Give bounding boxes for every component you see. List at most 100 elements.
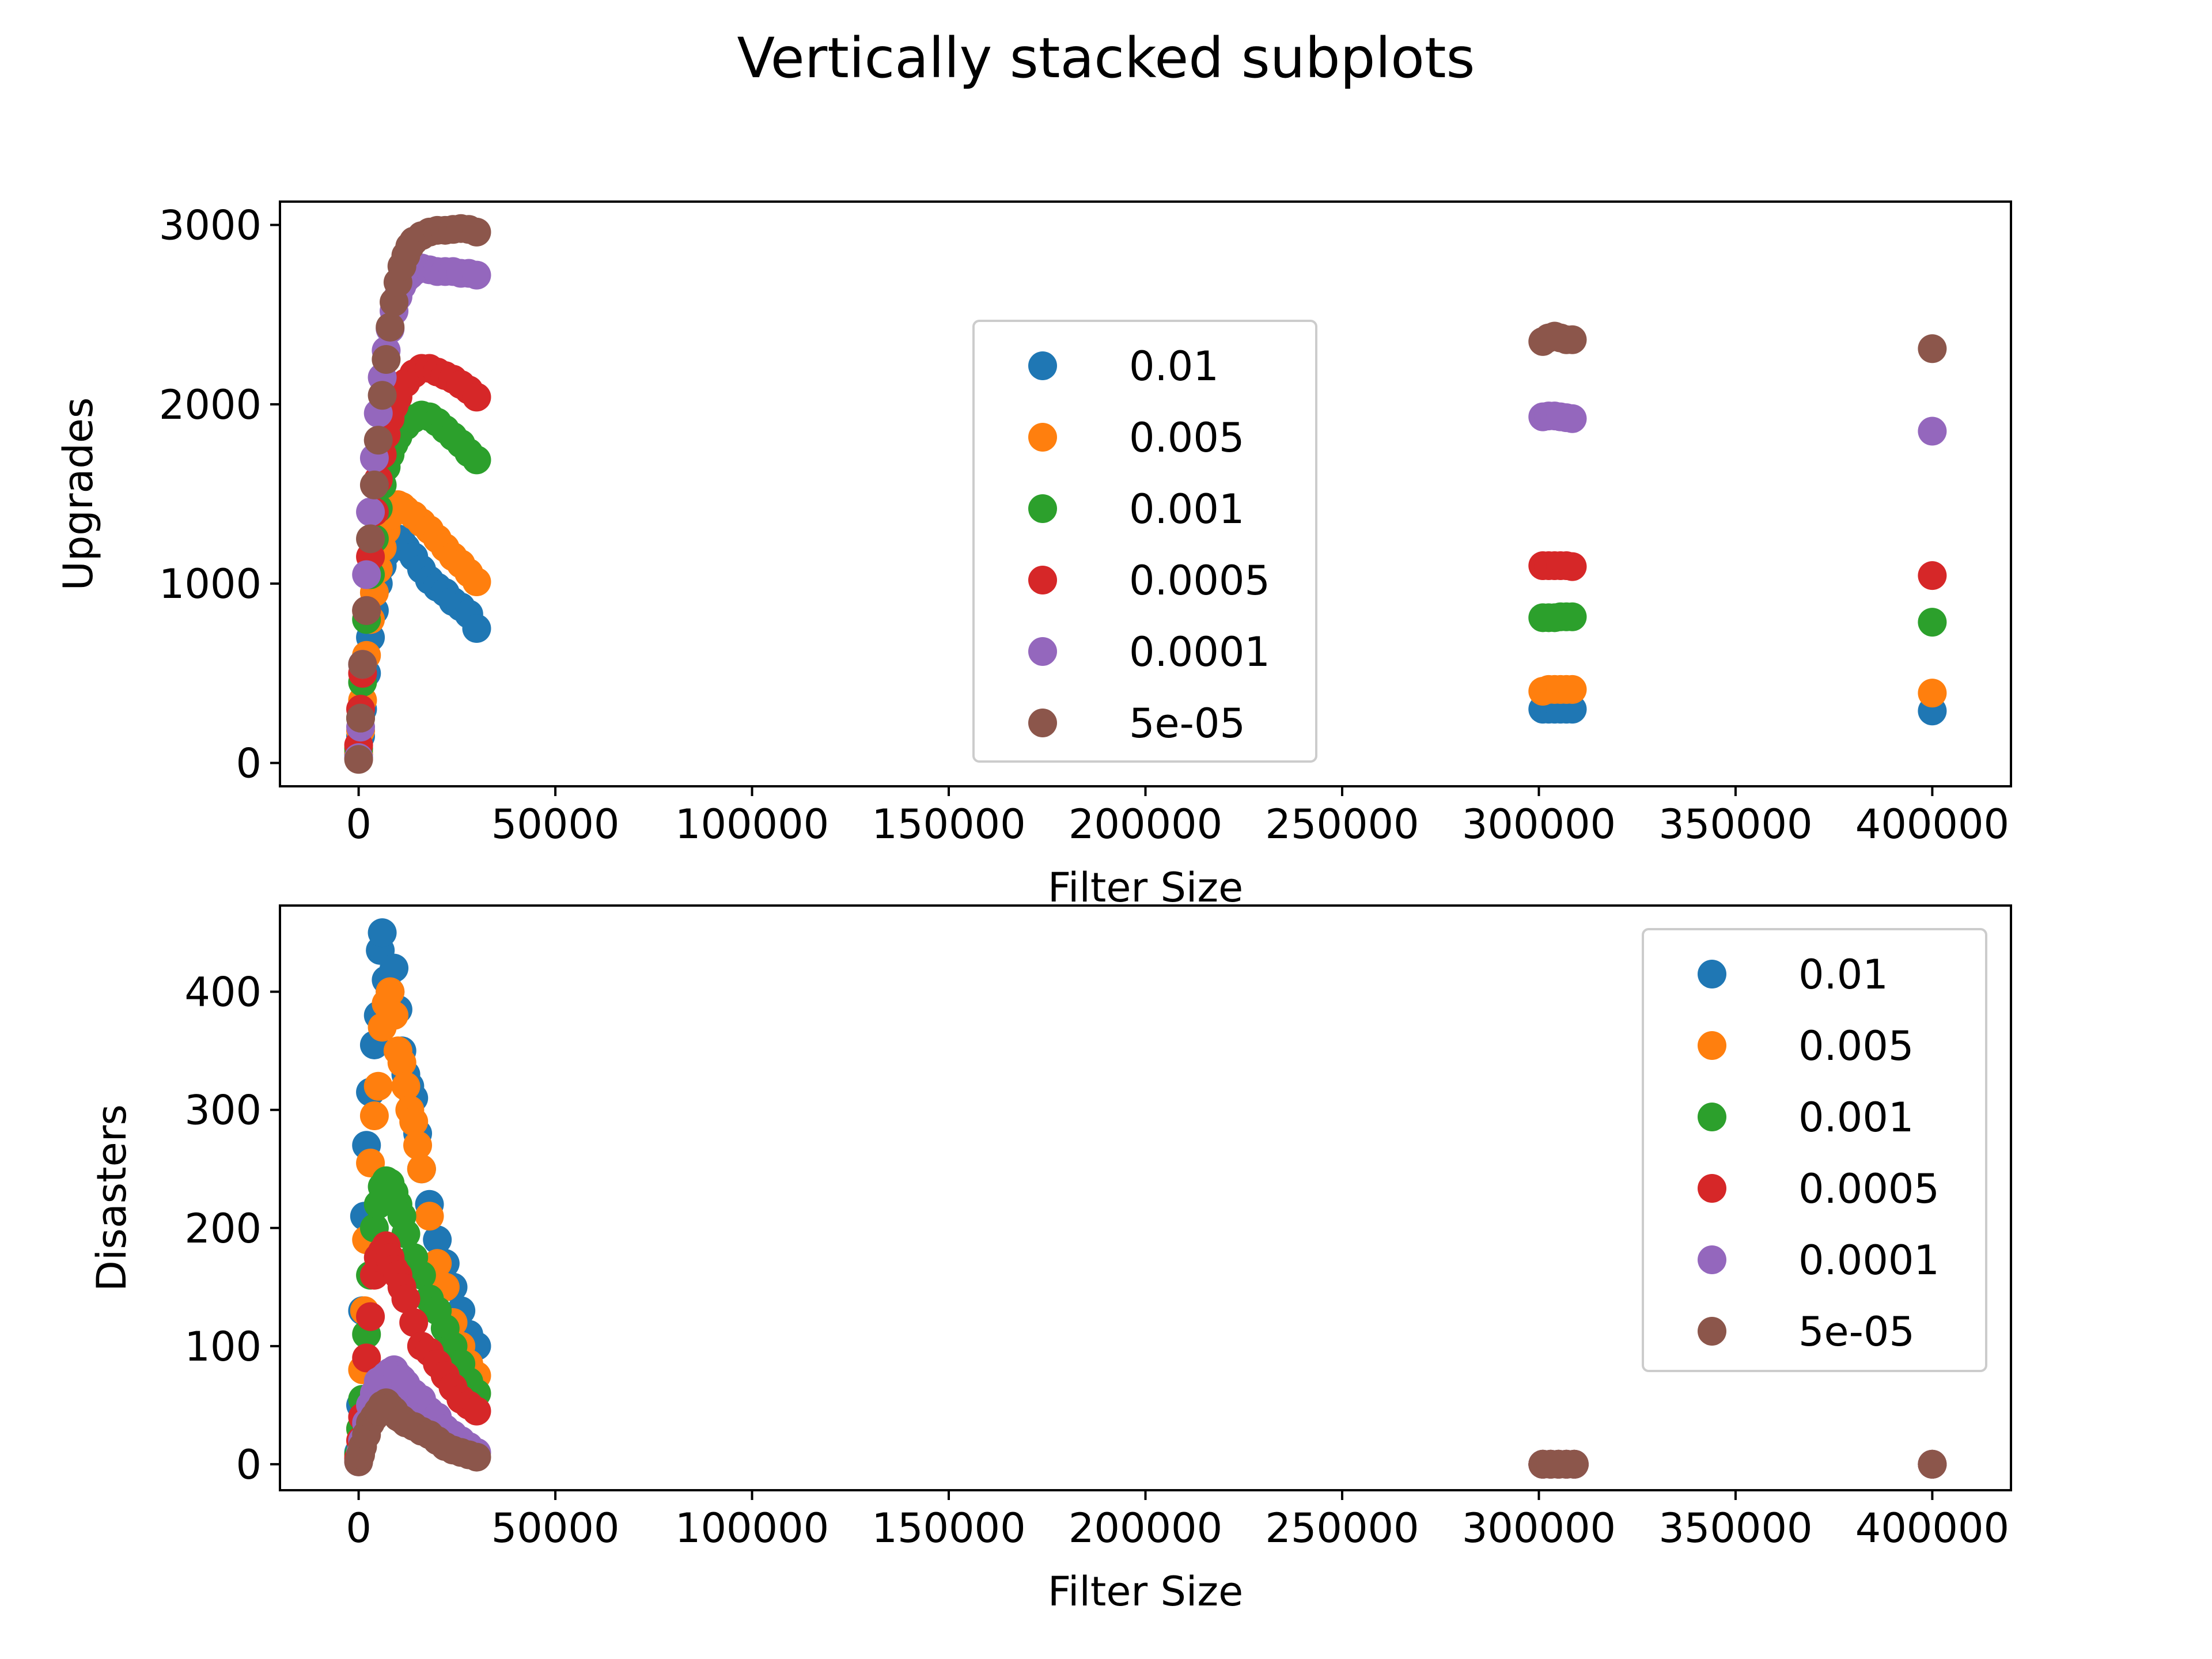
data-point xyxy=(376,977,405,1006)
legend-frame xyxy=(972,320,1317,763)
series-0.0001 xyxy=(344,1355,1947,1479)
data-point xyxy=(462,382,491,412)
data-point xyxy=(1558,602,1587,631)
series-5e-05 xyxy=(344,1388,1947,1479)
y-tick-label: 400 xyxy=(184,969,262,1016)
data-point xyxy=(462,614,491,643)
x-tick-label: 300000 xyxy=(1462,1505,1616,1552)
data-point xyxy=(462,567,491,597)
legend-label: 0.005 xyxy=(1798,1022,1914,1070)
x-tick-label: 400000 xyxy=(1855,1505,2009,1552)
data-point xyxy=(1558,404,1587,433)
x-tick-label: 0 xyxy=(346,801,372,848)
x-tick-label: 100000 xyxy=(675,1505,829,1552)
data-point xyxy=(348,650,377,679)
legend-marker xyxy=(1028,423,1057,452)
legend-label: 0.01 xyxy=(1798,951,1888,998)
data-point xyxy=(1918,416,1947,446)
data-points xyxy=(344,918,1947,1479)
x-tick-label: 0 xyxy=(346,1505,372,1552)
data-points xyxy=(344,214,1947,774)
data-point xyxy=(391,1284,421,1313)
legend-label: 0.0005 xyxy=(1129,557,1270,604)
data-point xyxy=(1558,552,1587,581)
data-point xyxy=(368,918,397,948)
y-axis-label: Disasters xyxy=(88,1104,135,1291)
x-tick-label: 300000 xyxy=(1462,801,1616,848)
legend-marker xyxy=(1028,709,1057,737)
data-point xyxy=(1558,675,1587,704)
legend-marker xyxy=(1698,1031,1726,1060)
data-point xyxy=(415,1202,444,1231)
legend-label: 0.001 xyxy=(1798,1094,1914,1141)
x-tick-label: 50000 xyxy=(491,801,620,848)
data-point xyxy=(1918,1449,1947,1479)
legend-label: 0.0001 xyxy=(1798,1237,1940,1284)
x-tick-label: 150000 xyxy=(872,1505,1025,1552)
legend-marker xyxy=(1698,1174,1726,1203)
legend: 0.01 0.005 0.001 0.0005 0.0001 5e-05 xyxy=(1642,928,1987,1372)
data-point xyxy=(363,426,393,455)
x-tick-label: 400000 xyxy=(1855,801,2009,848)
legend-label: 0.001 xyxy=(1129,486,1244,533)
x-tick-label: 150000 xyxy=(872,801,1025,848)
data-point xyxy=(1918,608,1947,637)
legend-marker xyxy=(1028,566,1057,594)
legend-label: 0.0005 xyxy=(1798,1165,1940,1213)
x-axis-label: Filter Size xyxy=(1048,1568,1243,1615)
data-point xyxy=(356,497,385,527)
data-point xyxy=(1918,679,1947,708)
data-point xyxy=(399,1107,429,1137)
data-point xyxy=(356,524,385,554)
data-point xyxy=(462,260,491,290)
data-point xyxy=(407,1154,436,1184)
data-point xyxy=(372,344,401,374)
data-point xyxy=(399,1308,429,1337)
legend-label: 0.0001 xyxy=(1129,628,1270,676)
legend-marker xyxy=(1698,1317,1726,1346)
x-tick-label: 100000 xyxy=(675,801,829,848)
data-point xyxy=(403,1131,433,1160)
data-point xyxy=(1559,1449,1589,1479)
y-tick-label: 0 xyxy=(236,740,262,787)
y-axis-label: Upgrades xyxy=(55,397,102,591)
data-point xyxy=(1558,325,1587,354)
data-point xyxy=(1918,561,1947,590)
data-point xyxy=(462,1442,491,1472)
legend-marker xyxy=(1698,1103,1726,1131)
data-point xyxy=(376,312,405,342)
legend-marker xyxy=(1698,960,1726,988)
x-tick-label: 200000 xyxy=(1069,801,1222,848)
data-point xyxy=(359,1101,389,1130)
data-point xyxy=(344,745,373,774)
legend-label: 5e-05 xyxy=(1129,700,1245,747)
legend: 0.01 0.005 0.001 0.0005 0.0001 5e-05 xyxy=(972,320,1317,763)
data-point xyxy=(368,381,397,410)
subplot-1: 0 50000 100000 150000 200000 250000 300000 3500… xyxy=(55,200,2012,911)
x-tick-label: 350000 xyxy=(1658,801,1812,848)
x-axis-label: Filter Size xyxy=(1048,864,1243,911)
data-point xyxy=(352,1343,381,1373)
y-tick-label: 3000 xyxy=(159,202,262,249)
y-tick-label: 0 xyxy=(236,1441,262,1488)
legend-marker xyxy=(1028,351,1057,380)
data-point xyxy=(462,445,491,475)
legend-marker xyxy=(1028,494,1057,523)
data-point xyxy=(462,217,491,247)
legend-frame xyxy=(1642,928,1987,1372)
series-5e-05 xyxy=(344,214,1947,774)
legend-marker xyxy=(1698,1245,1726,1274)
x-tick-label: 250000 xyxy=(1265,1505,1419,1552)
y-tick-label: 1000 xyxy=(159,560,262,608)
x-tick-label: 250000 xyxy=(1265,801,1419,848)
figure-title: Vertically stacked subplots xyxy=(737,26,1475,90)
subplot-2: 0 50000 100000 150000 200000 250000 300000 3500… xyxy=(88,904,2012,1615)
x-tick-label: 50000 xyxy=(491,1505,620,1552)
legend-label: 5e-05 xyxy=(1798,1308,1915,1355)
data-point xyxy=(380,1001,409,1030)
legend-label: 0.005 xyxy=(1129,414,1244,461)
x-tick-label: 200000 xyxy=(1069,1505,1222,1552)
data-point xyxy=(387,1048,416,1077)
